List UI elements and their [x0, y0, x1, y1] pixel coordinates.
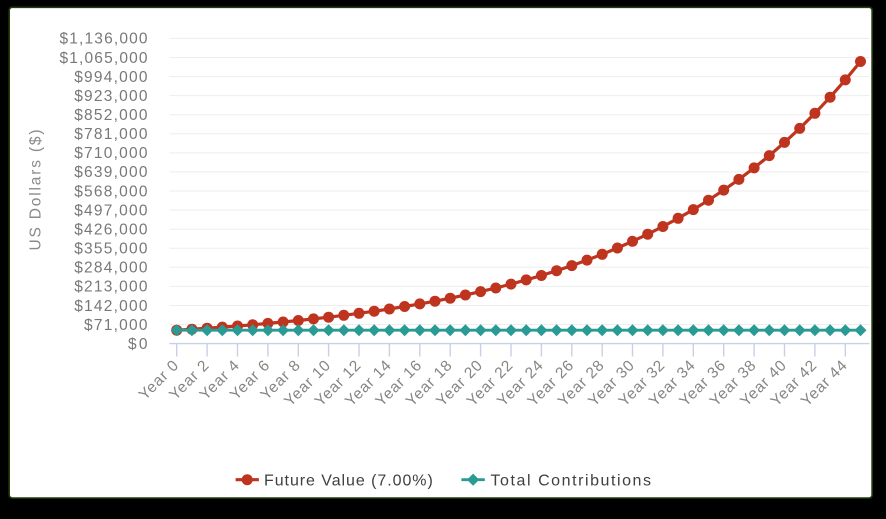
svg-text:$71,000: $71,000 [84, 317, 148, 334]
svg-text:$284,000: $284,000 [74, 260, 148, 277]
svg-text:US Dollars ($): US Dollars ($) [28, 130, 45, 251]
svg-text:$852,000: $852,000 [74, 107, 148, 124]
svg-text:$213,000: $213,000 [74, 279, 148, 296]
svg-text:$1,065,000: $1,065,000 [60, 50, 148, 67]
svg-text:$497,000: $497,000 [74, 202, 148, 219]
svg-text:$0: $0 [128, 336, 148, 353]
svg-text:$781,000: $781,000 [74, 126, 148, 143]
svg-text:$355,000: $355,000 [74, 241, 148, 258]
svg-text:$710,000: $710,000 [74, 145, 148, 162]
svg-text:$426,000: $426,000 [74, 222, 148, 239]
svg-text:$1,136,000: $1,136,000 [60, 31, 148, 48]
svg-text:$568,000: $568,000 [74, 183, 148, 200]
svg-text:$923,000: $923,000 [74, 88, 148, 105]
svg-text:Future Value (7.00%): Future Value (7.00%) [264, 472, 433, 489]
svg-text:$994,000: $994,000 [74, 69, 148, 86]
svg-text:$639,000: $639,000 [74, 164, 148, 181]
svg-text:$142,000: $142,000 [74, 298, 148, 315]
